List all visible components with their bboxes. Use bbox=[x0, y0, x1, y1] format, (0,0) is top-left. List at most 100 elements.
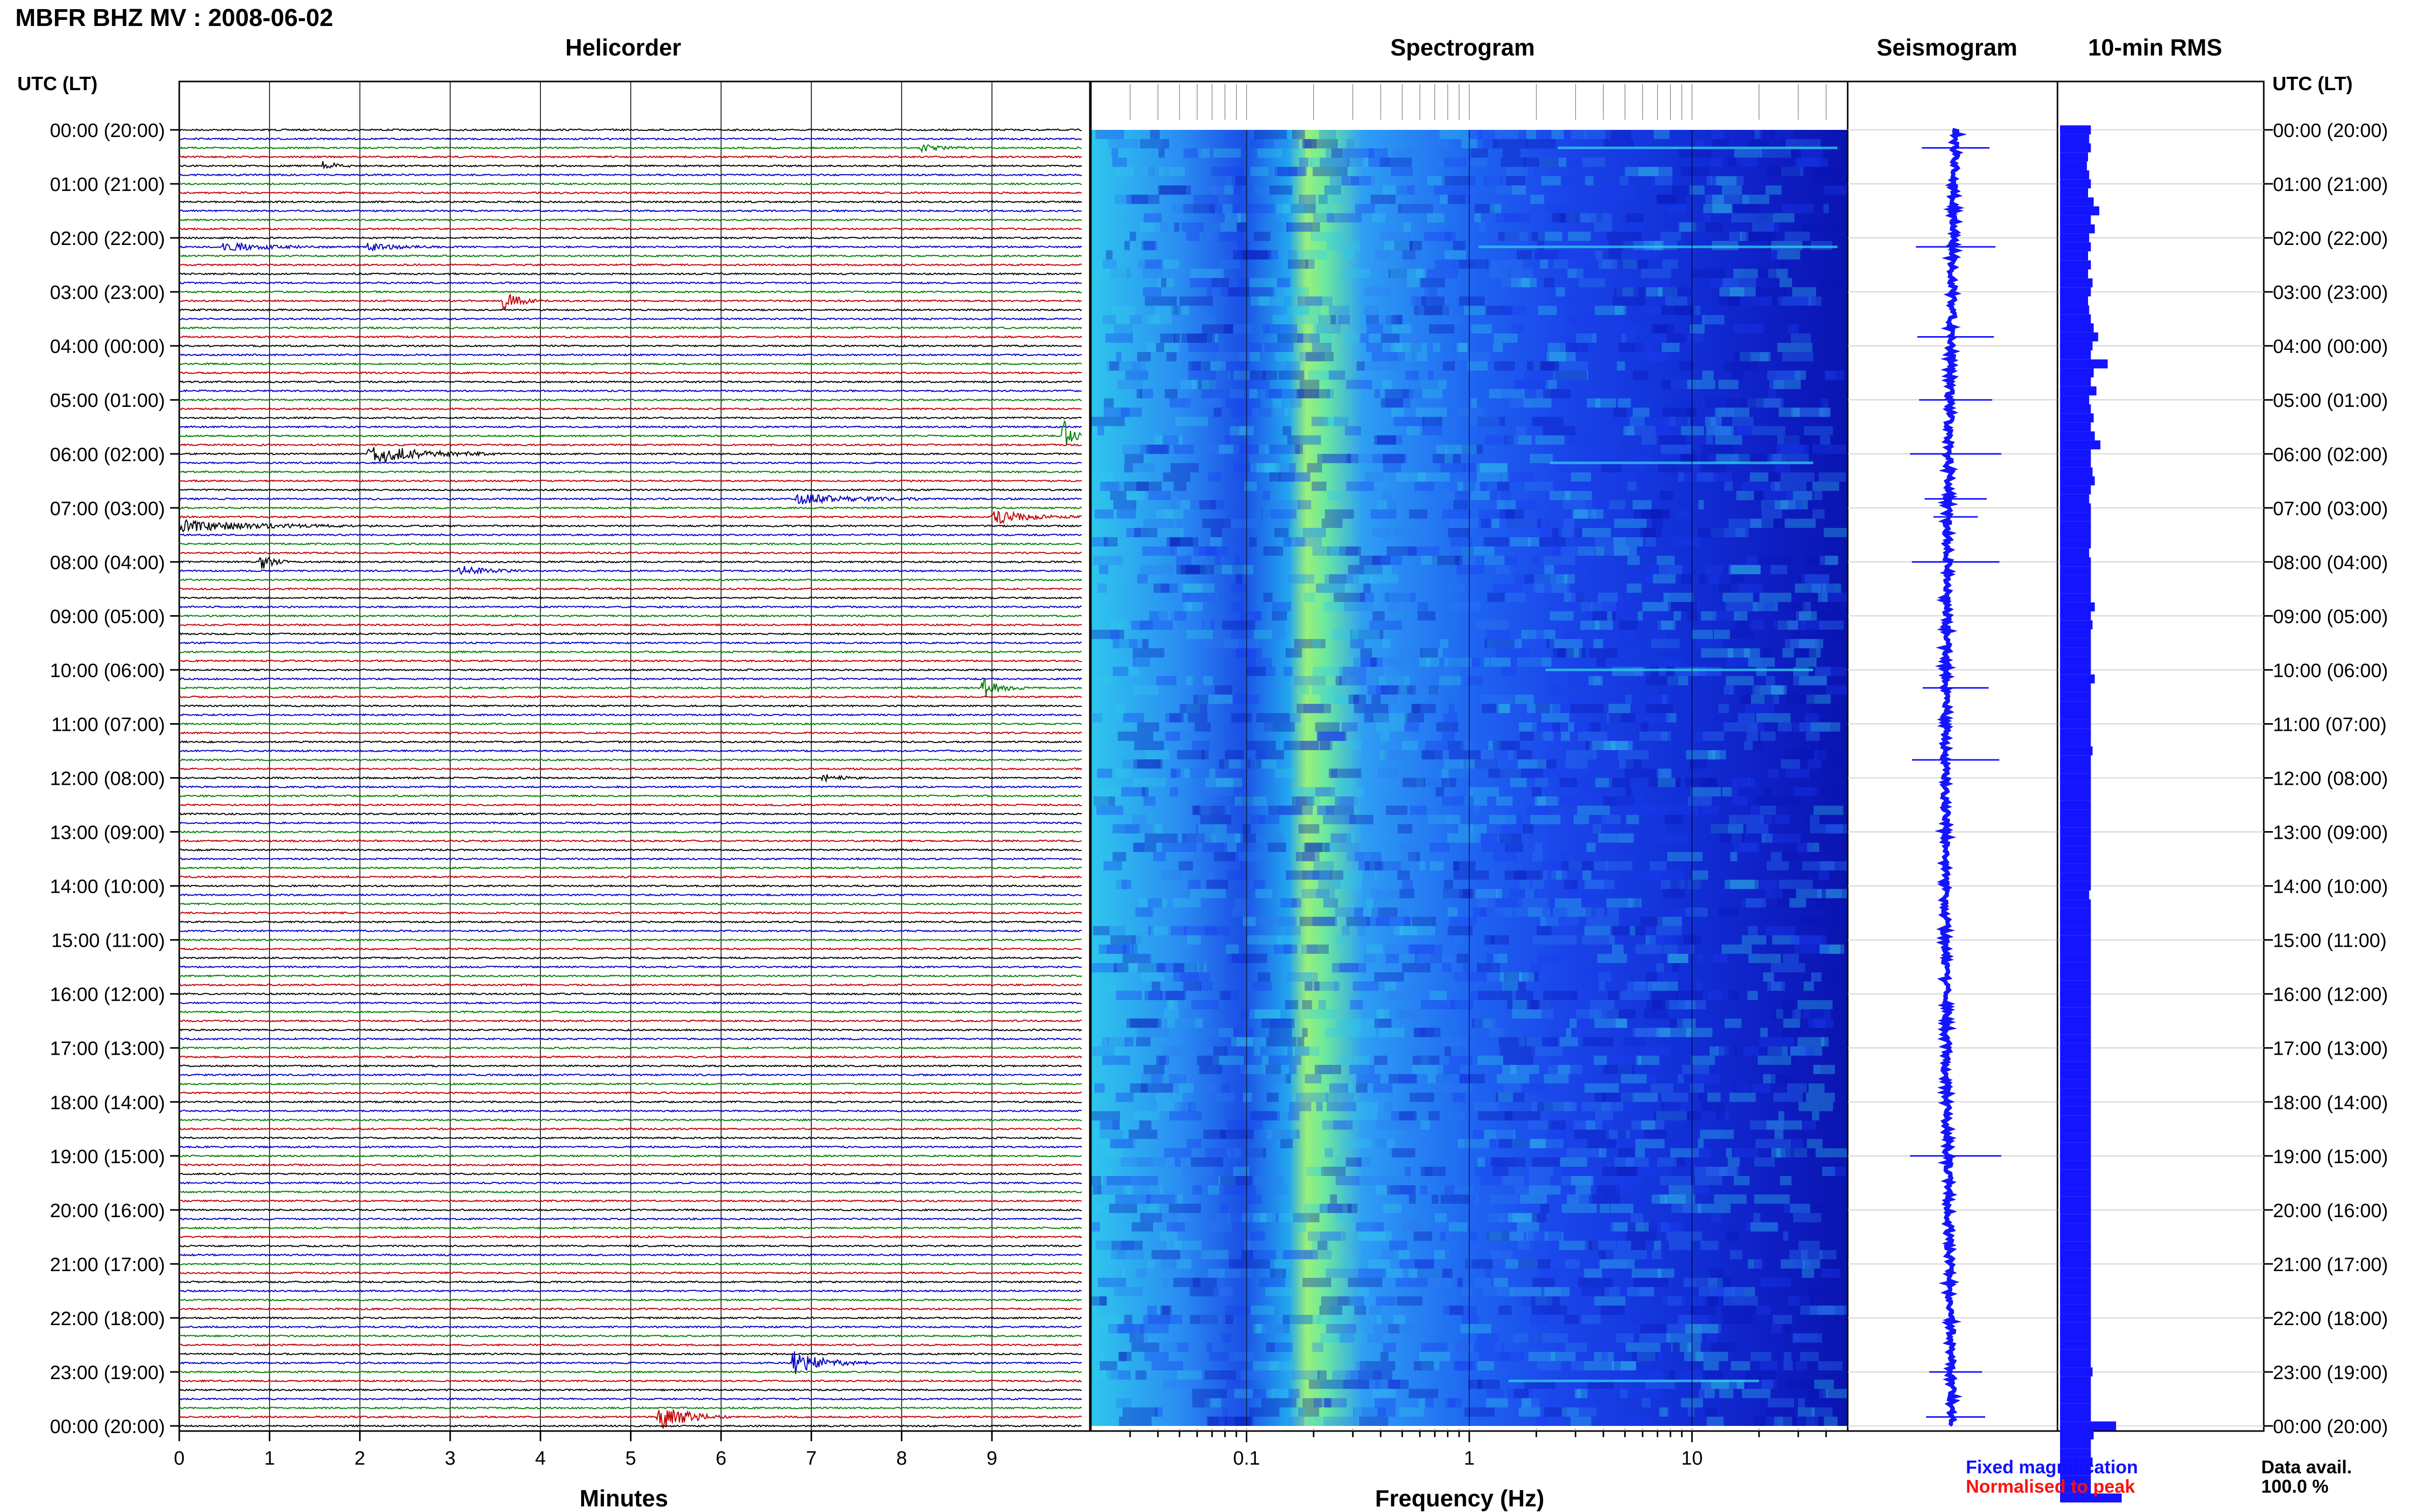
spectrogram-speckle bbox=[1535, 1333, 1568, 1343]
spectrogram-speckle bbox=[1434, 213, 1445, 223]
rms-bar bbox=[2060, 647, 2091, 656]
spectrogram-speckle bbox=[1440, 1194, 1470, 1204]
spectrogram-speckle bbox=[1288, 167, 1306, 176]
spectrogram-speckle bbox=[1623, 1037, 1649, 1047]
spectrogram-speckle bbox=[1272, 398, 1282, 408]
spectrogram-speckle bbox=[1710, 778, 1717, 787]
spectrogram-speckle bbox=[1163, 472, 1190, 482]
helicorder-trace bbox=[179, 1352, 1082, 1356]
spectrogram-speckle bbox=[1531, 879, 1544, 889]
spectrogram-speckle bbox=[1416, 778, 1449, 787]
spectrogram-speckle bbox=[1670, 879, 1702, 889]
spectrogram-speckle bbox=[1709, 574, 1720, 584]
helicorder-trace bbox=[179, 209, 1082, 213]
spectrogram-speckle bbox=[1493, 953, 1507, 964]
spectrogram-speckle bbox=[1305, 296, 1333, 306]
spectrogram-speckle bbox=[1650, 509, 1671, 519]
spectrogram-speckle bbox=[1272, 1176, 1284, 1186]
spectrogram-speckle bbox=[1317, 454, 1351, 463]
spectrogram-speckle bbox=[1798, 1407, 1815, 1417]
spectrogram-speckle bbox=[1535, 435, 1565, 445]
spectrogram-speckle bbox=[1165, 713, 1181, 723]
spectrogram-speckle bbox=[1099, 1120, 1118, 1130]
time-tick-label-right: 15:00 (11:00) bbox=[2273, 930, 2386, 952]
spectrogram-speckle bbox=[1475, 259, 1487, 269]
spectrogram-speckle bbox=[1729, 518, 1762, 528]
spectrogram-speckle bbox=[1784, 454, 1809, 463]
spectrogram-speckle bbox=[1658, 657, 1681, 667]
spectrogram-speckle bbox=[1712, 611, 1739, 621]
spectrogram-speckle bbox=[1491, 259, 1523, 269]
legend-fixed-magnification: Fixed magnification bbox=[1966, 1456, 2138, 1477]
rms-bar bbox=[2060, 701, 2091, 710]
spectrogram-speckle bbox=[1379, 1028, 1405, 1037]
spectrogram-speckle bbox=[1626, 1157, 1643, 1167]
spectrogram-speckle bbox=[1106, 250, 1113, 260]
spectrogram-speckle bbox=[1176, 556, 1192, 565]
spectrogram-speckle bbox=[1104, 537, 1118, 547]
spectrogram-speckle bbox=[1350, 1370, 1382, 1380]
spectrogram-speckle bbox=[1615, 1185, 1625, 1195]
spectrogram-speckle bbox=[1108, 1324, 1143, 1334]
spectrogram-speckle bbox=[1258, 1278, 1285, 1287]
rms-bar bbox=[2060, 764, 2091, 774]
spectrogram-speckle bbox=[1671, 379, 1691, 389]
spectrogram-speckle bbox=[1699, 1130, 1734, 1139]
rms-bar bbox=[2060, 458, 2091, 468]
spectrogram-speckle bbox=[1524, 481, 1553, 491]
spectrogram-speckle bbox=[1778, 407, 1800, 417]
spectrogram-speckle bbox=[1538, 1305, 1559, 1315]
spectrogram-speckle bbox=[1729, 1046, 1759, 1056]
spectrogram-speckle bbox=[1142, 315, 1172, 324]
spectrogram-speckle bbox=[1494, 750, 1508, 760]
spectrogram-speckle bbox=[1734, 1148, 1759, 1158]
spectrogram-speckle bbox=[1378, 981, 1396, 991]
spectrogram-speckle bbox=[1364, 287, 1391, 297]
spectrogram-speckle bbox=[1482, 1157, 1505, 1167]
spectrogram-speckle bbox=[1433, 1083, 1465, 1093]
spectrogram-speckle bbox=[1287, 306, 1309, 315]
spectrogram-speckle bbox=[1820, 944, 1845, 954]
spectrogram-speckle bbox=[1258, 445, 1270, 454]
spectrogram-speckle bbox=[1782, 648, 1794, 658]
spectrogram-speckle bbox=[1774, 1416, 1792, 1426]
rms-bar bbox=[2060, 413, 2094, 423]
spectrogram-speckle bbox=[1396, 1296, 1422, 1306]
spectrogram-speckle bbox=[1520, 731, 1542, 741]
spectrogram-speckle bbox=[1740, 296, 1772, 306]
spectrogram-speckle bbox=[1528, 537, 1540, 547]
spectrogram-speckle bbox=[1346, 574, 1373, 584]
spectrogram-speckle bbox=[1324, 1398, 1332, 1408]
spectrogram-speckle bbox=[1823, 713, 1841, 723]
spectrogram-speckle bbox=[1167, 1019, 1203, 1028]
spectrogram-speckle bbox=[1430, 861, 1444, 871]
spectrogram-speckle bbox=[1796, 889, 1822, 898]
rms-bar bbox=[2060, 809, 2091, 819]
spectrogram-speckle bbox=[1570, 704, 1604, 713]
spectrogram-speckle bbox=[1418, 472, 1450, 482]
spectrogram-speckle bbox=[1777, 898, 1796, 908]
spectrogram-speckle bbox=[1304, 981, 1312, 991]
spectrogram-speckle bbox=[1360, 657, 1378, 667]
spectrogram-speckle bbox=[1354, 704, 1388, 713]
spectrogram-speckle bbox=[1135, 1370, 1147, 1380]
spectrogram-speckle bbox=[1550, 1352, 1576, 1361]
spectrogram-speckle bbox=[1093, 796, 1115, 806]
spectrogram-speckle bbox=[1137, 759, 1161, 769]
spectrogram-speckle bbox=[1585, 176, 1594, 186]
spectrogram-speckle bbox=[1476, 833, 1500, 843]
spectrogram-speckle bbox=[1523, 768, 1555, 778]
spectrogram-speckle bbox=[1199, 1314, 1221, 1325]
spectrogram-speckle bbox=[1678, 1074, 1684, 1084]
spectrogram-speckle bbox=[1136, 657, 1150, 667]
spectrogram-speckle bbox=[1587, 454, 1610, 463]
spectrogram-speckle bbox=[1733, 842, 1760, 852]
spectrogram-speckle bbox=[1103, 787, 1121, 796]
spectrogram-speckle bbox=[1590, 1000, 1615, 1009]
spectrogram-speckle bbox=[1738, 398, 1764, 408]
spectrogram-speckle bbox=[1295, 445, 1303, 454]
spectrogram-speckle bbox=[1649, 278, 1670, 288]
spectrogram-speckle bbox=[1247, 740, 1276, 750]
spectrogram-speckle bbox=[1551, 870, 1567, 880]
spectrogram-speckle bbox=[1552, 213, 1580, 223]
